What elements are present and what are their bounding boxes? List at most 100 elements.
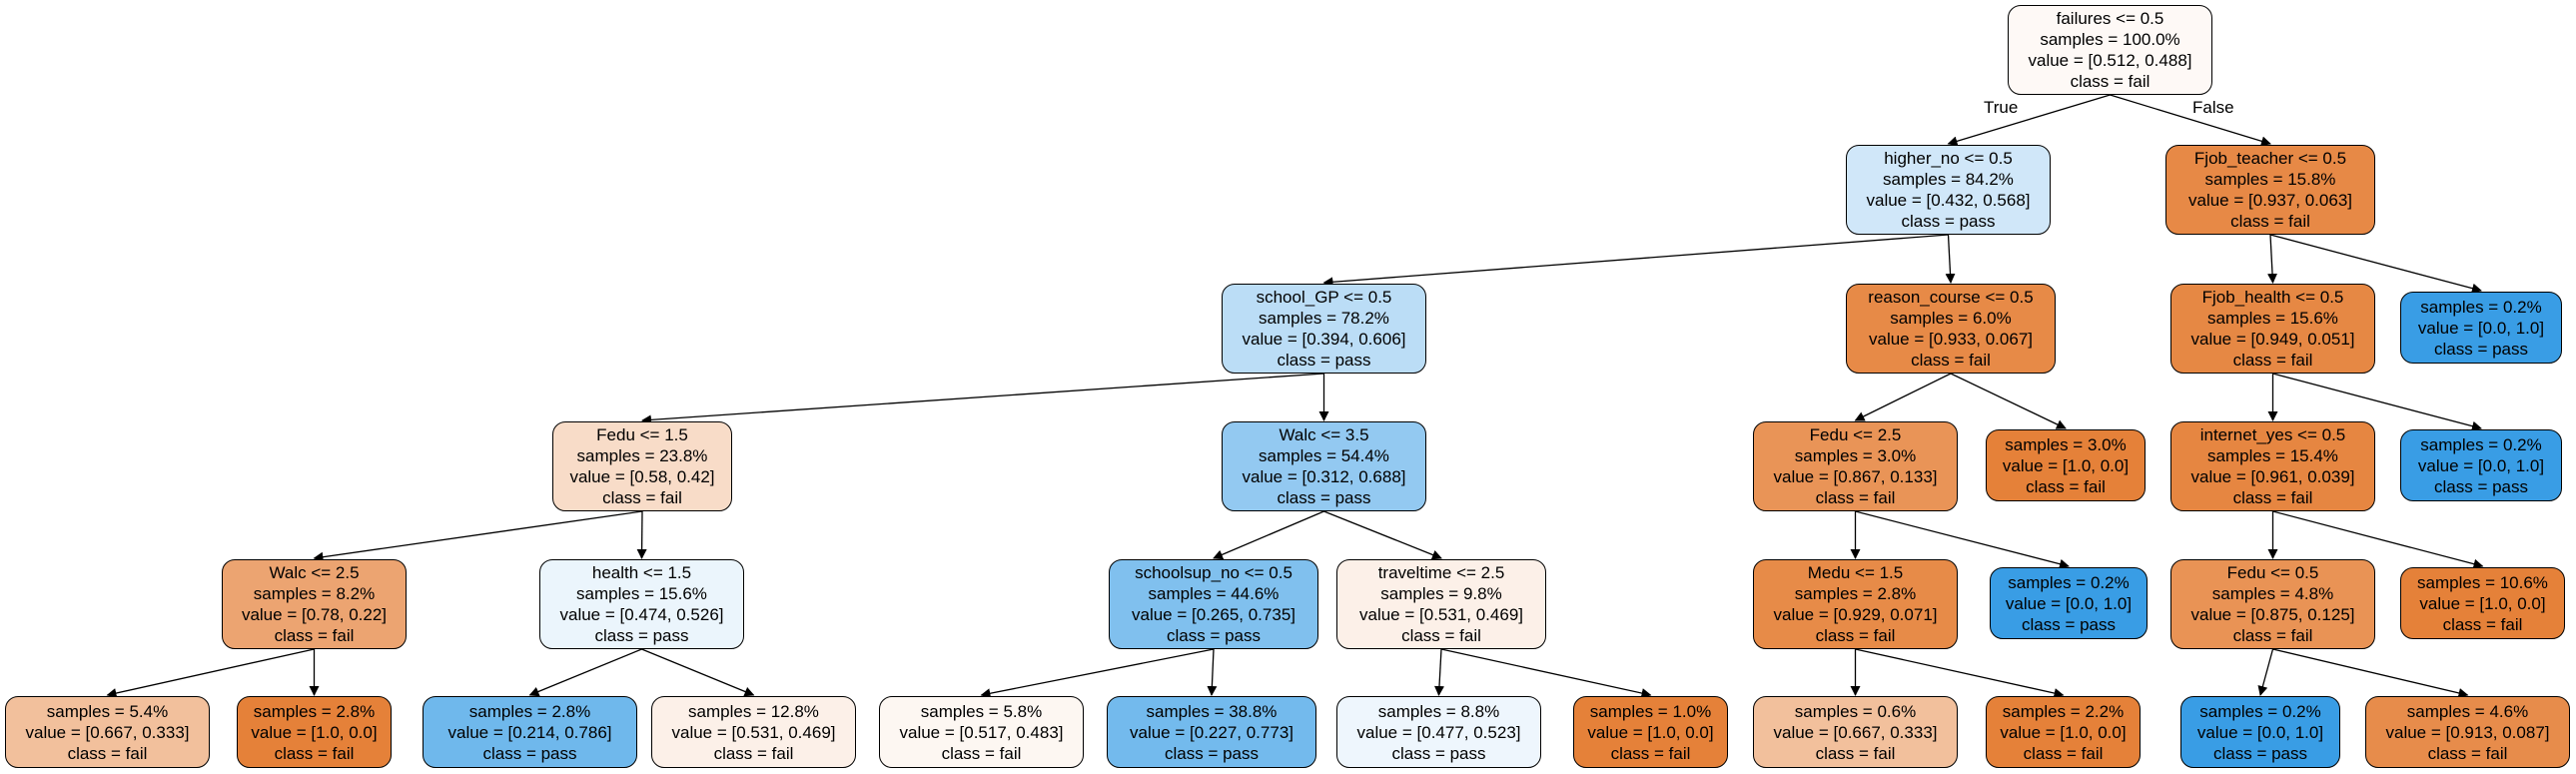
node-text-line: class = fail: [2442, 614, 2523, 634]
node-text-line: class = fail: [1815, 626, 1896, 645]
node-text-line: class = fail: [2232, 351, 2313, 370]
node-text-line: class = pass: [594, 626, 689, 645]
node-text-line: samples = 78.2%: [1259, 309, 1389, 328]
node-text-line: class = fail: [1401, 626, 1481, 645]
edge-label-false: False: [2192, 98, 2234, 117]
node-text-line: class = pass: [1164, 743, 1259, 763]
tree-edge: [2272, 648, 2469, 698]
node-text-line: higher_no <= 0.5: [1884, 149, 2013, 168]
node-text-line: value = [1.0, 0.0]: [1587, 722, 1714, 742]
node-text-line: value = [0.517, 0.483]: [899, 722, 1064, 742]
tree-edge: [1950, 373, 2067, 429]
tree-edge: [1855, 648, 2065, 698]
node-text-line: value = [0.394, 0.606]: [1242, 330, 1406, 349]
node-text-line: value = [0.265, 0.735]: [1132, 605, 1295, 624]
tree-node-leaf-fjob-health-r: samples = 0.2% value = [0.0, 1.0] class = …: [2400, 429, 2562, 501]
tree-edge: [1323, 510, 1442, 560]
node-text-line: class = fail: [274, 626, 355, 645]
node-text-line: value = [0.0, 1.0]: [2196, 722, 2324, 742]
node-text-line: value = [0.227, 0.773]: [1130, 722, 1293, 742]
tree-node-reason-course: reason_course <= 0.5 samples = 6.0% value …: [1846, 284, 2056, 374]
tree-node-fedu-25: Fedu <= 2.5 samples = 3.0% value = [0.867,…: [1753, 421, 1958, 511]
node-text-line: samples = 0.2%: [2420, 297, 2542, 317]
node-text-line: class = fail: [2070, 72, 2150, 91]
node-text-line: samples = 0.2%: [2199, 701, 2321, 721]
node-text-line: value = [0.929, 0.071]: [1773, 605, 1938, 624]
tree-edge: [1322, 234, 1949, 288]
tree-node-walc-35: Walc <= 3.5 samples = 54.4% value = [0.312…: [1222, 421, 1426, 511]
tree-node-leaf-reason-r: samples = 3.0% value = [1.0, 0.0] class = …: [1986, 429, 2146, 501]
node-text-line: Walc <= 2.5: [269, 563, 360, 582]
node-text-line: value = [0.933, 0.067]: [1869, 330, 2033, 349]
tree-node-leaf-6: samples = 38.8% value = [0.227, 0.773] cla…: [1107, 696, 1316, 768]
node-text-line: value = [0.531, 0.469]: [671, 722, 836, 742]
node-text-line: school_GP <= 0.5: [1256, 288, 1392, 307]
node-text-line: samples = 12.8%: [688, 701, 819, 721]
node-text-line: value = [0.937, 0.063]: [2188, 191, 2352, 210]
tree-edge: [641, 373, 1324, 425]
node-text-line: value = [0.949, 0.051]: [2190, 330, 2355, 349]
node-text-line: value = [0.867, 0.133]: [1773, 467, 1938, 486]
node-text-line: class = fail: [713, 743, 794, 763]
node-text-line: value = [0.667, 0.333]: [25, 722, 190, 742]
node-text-line: class = fail: [274, 743, 355, 763]
tree-edge: [1213, 510, 1324, 560]
node-text-line: value = [1.0, 0.0]: [2002, 455, 2130, 475]
node-text-line: class = pass: [2212, 743, 2307, 763]
node-text-line: class = pass: [1391, 743, 1486, 763]
tree-node-leaf-12: samples = 4.6% value = [0.913, 0.087] clas…: [2365, 696, 2570, 768]
tree-edge: [2272, 510, 2484, 569]
node-text-line: samples = 2.2%: [2002, 701, 2125, 721]
tree-node-leaf-1: samples = 5.4% value = [0.667, 0.333] clas…: [5, 696, 210, 768]
tree-node-leaf-5: samples = 5.8% value = [0.517, 0.483] clas…: [879, 696, 1084, 768]
tree-node-fjob-health: Fjob_health <= 0.5 samples = 15.6% value =…: [2170, 284, 2375, 374]
node-text-line: samples = 4.8%: [2211, 584, 2334, 603]
node-text-line: value = [0.913, 0.087]: [2385, 722, 2550, 742]
tree-node-school-gp: school_GP <= 0.5 samples = 78.2% value = […: [1222, 284, 1426, 374]
node-text-line: failures <= 0.5: [2056, 9, 2164, 28]
tree-node-leaf-4: samples = 12.8% value = [0.531, 0.469] cla…: [651, 696, 856, 768]
node-text-line: class = fail: [941, 743, 1022, 763]
node-text-line: samples = 38.8%: [1146, 701, 1278, 721]
tree-node-leaf-10: samples = 2.2% value = [1.0, 0.0] class = …: [1986, 696, 2141, 768]
node-text-line: class = fail: [1911, 351, 1991, 370]
node-text-line: class = fail: [1815, 743, 1896, 763]
node-text-line: samples = 23.8%: [576, 446, 708, 465]
node-text-line: value = [1.0, 0.0]: [2000, 722, 2127, 742]
node-text-line: schoolsup_no <= 0.5: [1135, 563, 1292, 582]
node-text-line: class = pass: [1166, 626, 1261, 645]
tree-edge: [1207, 648, 1218, 696]
tree-node-leaf-8: samples = 1.0% value = [1.0, 0.0] class = …: [1573, 696, 1728, 768]
tree-edge: [2267, 234, 2278, 284]
node-text-line: Fjob_health <= 0.5: [2201, 288, 2344, 307]
node-text-line: samples = 44.6%: [1148, 584, 1280, 603]
node-text-line: class = pass: [1901, 212, 1996, 231]
node-text-line: value = [0.477, 0.523]: [1356, 722, 1521, 742]
node-text-line: samples = 1.0%: [1589, 701, 1712, 721]
node-text-line: class = pass: [1277, 351, 1371, 370]
tree-node-fjob-teacher: Fjob_teacher <= 0.5 samples = 15.8% value …: [2165, 145, 2375, 235]
node-text-line: value = [0.512, 0.488]: [2028, 51, 2192, 70]
node-text-line: value = [0.432, 0.568]: [1866, 191, 2031, 210]
tree-edge: [641, 648, 755, 697]
tree-node-schoolsup: schoolsup_no <= 0.5 samples = 44.6% value …: [1109, 559, 1318, 649]
node-text-line: Fjob_teacher <= 0.5: [2193, 149, 2347, 168]
tree-edge: [1433, 648, 1444, 696]
node-text-line: class = fail: [2023, 743, 2104, 763]
tree-node-medu: Medu <= 1.5 samples = 2.8% value = [0.929,…: [1753, 559, 1958, 649]
tree-node-leaf-internet-r: samples = 10.6% value = [1.0, 0.0] class =…: [2400, 567, 2565, 639]
tree-node-leaf-2: samples = 2.8% value = [1.0, 0.0] class = …: [237, 696, 392, 768]
node-text-line: internet_yes <= 0.5: [2199, 425, 2346, 444]
node-text-line: class = fail: [67, 743, 148, 763]
tree-edge: [2257, 648, 2274, 696]
tree-node-traveltime: traveltime <= 2.5 samples = 9.8% value = […: [1336, 559, 1546, 649]
node-text-line: value = [0.531, 0.469]: [1359, 605, 1523, 624]
node-text-line: samples = 15.4%: [2207, 446, 2338, 465]
node-text-line: value = [0.0, 1.0]: [2417, 318, 2545, 338]
tree-node-root: failures <= 0.5 samples = 100.0% value = […: [2008, 5, 2212, 95]
node-text-line: class = fail: [1815, 488, 1896, 507]
node-text-line: class = fail: [2230, 212, 2310, 231]
tree-edge: [1947, 94, 2111, 147]
tree-node-internet: internet_yes <= 0.5 samples = 15.4% value …: [2170, 421, 2375, 511]
node-text-line: value = [0.0, 1.0]: [2005, 593, 2133, 613]
